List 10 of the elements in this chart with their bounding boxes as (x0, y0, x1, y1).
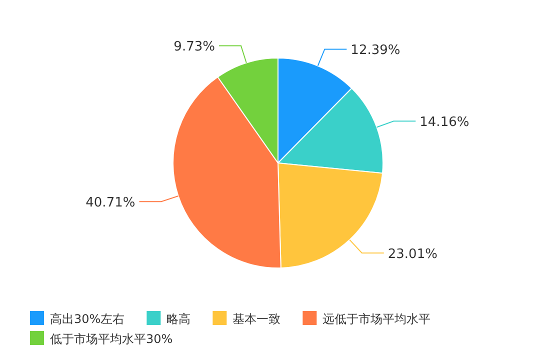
data-label: 14.16% (420, 115, 470, 130)
data-label: 23.01% (388, 246, 438, 262)
legend-label: 高出30%左右 (50, 312, 125, 326)
legend-label: 基本一致 (232, 312, 281, 326)
legend-label: 远低于市场平均水平 (322, 312, 431, 326)
legend-label: 低于市场平均水平30% (50, 332, 173, 346)
legend-label: 略高 (166, 312, 191, 326)
data-label: 40.71% (86, 196, 136, 211)
data-label: 12.39% (350, 43, 400, 58)
data-label: 9.73% (174, 40, 215, 55)
